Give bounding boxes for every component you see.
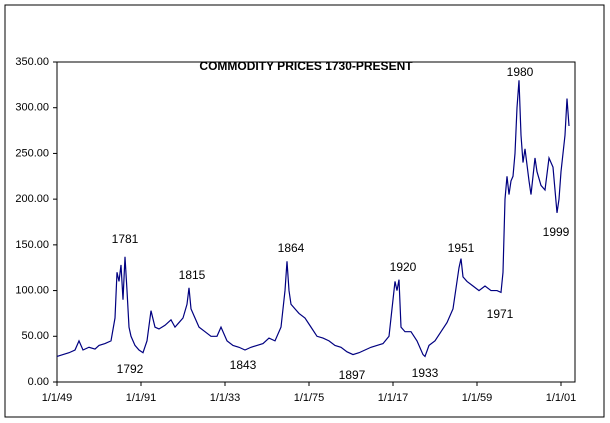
y-tick-label: 350.00 bbox=[15, 56, 49, 68]
plot-frame bbox=[56, 61, 576, 383]
x-tick-label: 1/1/91 bbox=[126, 392, 157, 404]
y-tick-label: 50.00 bbox=[21, 330, 49, 342]
x-tick-label: 1/1/59 bbox=[462, 392, 493, 404]
chart-title: COMMODITY PRICES 1730-PRESENT bbox=[199, 59, 413, 73]
annotation: 1843 bbox=[230, 358, 257, 372]
annotation: 1781 bbox=[112, 232, 139, 246]
annotation: 1792 bbox=[117, 362, 144, 376]
annotation: 1920 bbox=[390, 260, 417, 274]
annotation: 1980 bbox=[507, 65, 534, 79]
annotation: 1815 bbox=[179, 268, 206, 282]
price-line bbox=[56, 80, 570, 358]
x-tick-label: 1/1/49 bbox=[42, 392, 73, 404]
x-tick-label: 1/1/75 bbox=[294, 392, 325, 404]
annotation: 1999 bbox=[543, 225, 570, 239]
y-tick-label: 300.00 bbox=[15, 102, 49, 114]
y-tick-label: 250.00 bbox=[15, 147, 49, 159]
x-tick-label: 1/1/17 bbox=[378, 392, 409, 404]
y-tick-label: 0.00 bbox=[28, 376, 49, 388]
annotation: 1951 bbox=[448, 241, 475, 255]
x-tick-label: 1/1/33 bbox=[210, 392, 241, 404]
annotation: 1864 bbox=[278, 241, 305, 255]
y-tick-label: 100.00 bbox=[15, 284, 49, 296]
annotation: 1897 bbox=[339, 368, 366, 382]
annotation: 1933 bbox=[412, 366, 439, 380]
y-tick-label: 200.00 bbox=[15, 193, 49, 205]
x-tick-label: 1/1/01 bbox=[546, 392, 577, 404]
y-tick-label: 150.00 bbox=[15, 239, 49, 251]
annotation: 1971 bbox=[487, 307, 514, 321]
